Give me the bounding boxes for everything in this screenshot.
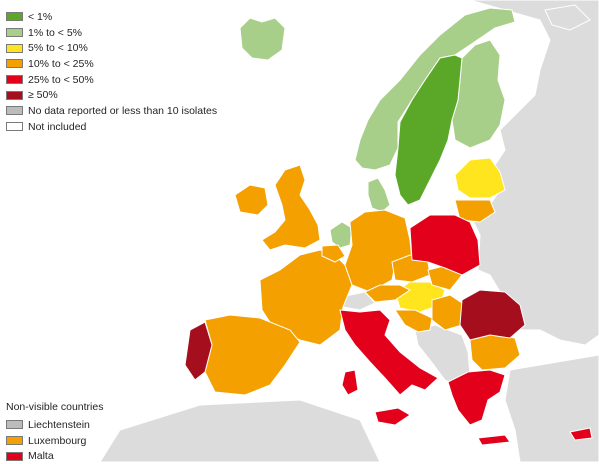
non-visible-label: Malta	[28, 450, 54, 463]
legend-item: No data reported or less than 10 isolate…	[6, 103, 217, 119]
country-sardinia	[341, 369, 359, 396]
legend-label: ≥ 50%	[28, 89, 58, 102]
country-iceland	[239, 17, 286, 61]
non-visible-countries: Non-visible countries Liechtenstein Luxe…	[6, 401, 103, 464]
non-visible-item: Malta	[6, 448, 103, 464]
legend-swatch	[6, 75, 23, 85]
legend-swatch	[6, 12, 23, 22]
legend-label: 25% to < 50%	[28, 73, 94, 86]
norway-north-grey	[544, 4, 591, 31]
non-visible-label: Luxembourg	[28, 434, 87, 447]
country-bulgaria	[469, 334, 521, 371]
country-crete	[477, 434, 511, 446]
legend-swatch	[6, 436, 23, 446]
legend-item: 10% to < 25%	[6, 56, 217, 72]
legend-item: 25% to < 50%	[6, 72, 217, 88]
country-poland	[409, 214, 481, 276]
non-visible-label: Liechtenstein	[28, 418, 90, 431]
legend-swatch	[6, 106, 23, 116]
country-italy	[339, 309, 439, 396]
country-finland	[451, 39, 506, 149]
non-visible-title: Non-visible countries	[6, 401, 104, 413]
country-ireland	[234, 184, 269, 216]
legend-label: < 1%	[28, 10, 53, 23]
legend-label: Not included	[28, 120, 87, 133]
turkey	[504, 354, 599, 462]
legend-item: 5% to < 10%	[6, 40, 217, 56]
legend-swatch	[6, 122, 23, 132]
country-sweden	[394, 54, 463, 206]
country-estonia-latvia	[454, 157, 506, 199]
legend-label: No data reported or less than 10 isolate…	[28, 104, 218, 117]
north-africa	[99, 399, 381, 462]
country-slovenia-croatia	[394, 309, 433, 333]
non-visible-item: Liechtenstein	[6, 417, 103, 433]
legend-item: Not included	[6, 119, 217, 135]
country-denmark	[367, 177, 391, 213]
legend-swatch	[6, 90, 23, 100]
country-sicily	[374, 407, 411, 426]
legend: < 1% 1% to < 5% 5% to < 10% 10% to < 25%…	[6, 9, 217, 135]
country-austria	[364, 284, 411, 303]
countries	[184, 7, 593, 446]
country-belgium	[321, 244, 346, 263]
non-visible-item: Luxembourg	[6, 433, 103, 449]
country-greece	[447, 369, 506, 426]
legend-label: 10% to < 25%	[28, 57, 94, 70]
country-cyprus	[569, 427, 593, 441]
legend-swatch	[6, 420, 23, 430]
country-portugal	[184, 321, 213, 381]
country-netherlands	[329, 221, 353, 249]
legend-item: ≥ 50%	[6, 87, 217, 103]
country-romania	[459, 289, 526, 341]
legend-item: 1% to < 5%	[6, 25, 217, 41]
legend-label: 1% to < 5%	[28, 26, 82, 39]
legend-item: < 1%	[6, 9, 217, 25]
legend-swatch	[6, 451, 23, 461]
legend-swatch	[6, 59, 23, 69]
country-uk	[261, 164, 321, 251]
country-norway	[354, 7, 516, 171]
legend-label: 5% to < 10%	[28, 42, 88, 55]
legend-swatch	[6, 43, 23, 53]
legend-swatch	[6, 28, 23, 38]
